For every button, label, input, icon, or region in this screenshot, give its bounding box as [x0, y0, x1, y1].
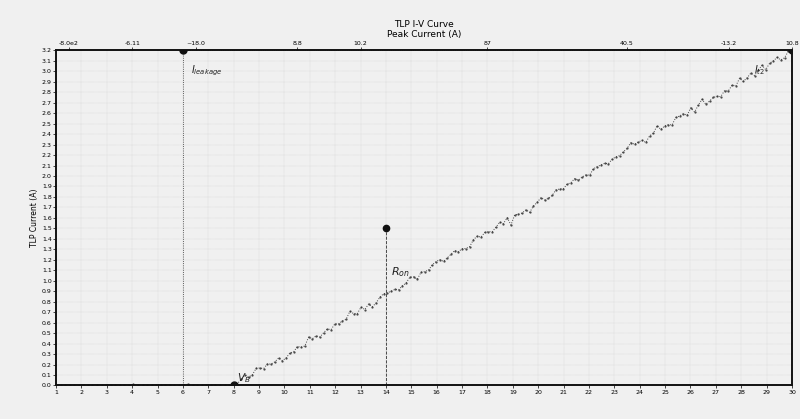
Text: $V_B$: $V_B$ — [238, 371, 251, 385]
Text: $I_{leakage}$: $I_{leakage}$ — [190, 64, 222, 78]
Text: $I_{t2}$: $I_{t2}$ — [754, 63, 765, 77]
Text: $R_{on}$: $R_{on}$ — [391, 266, 410, 279]
Y-axis label: TLP Current (A): TLP Current (A) — [30, 189, 39, 247]
Title: TLP I-V Curve
Peak Current (A): TLP I-V Curve Peak Current (A) — [387, 20, 461, 39]
